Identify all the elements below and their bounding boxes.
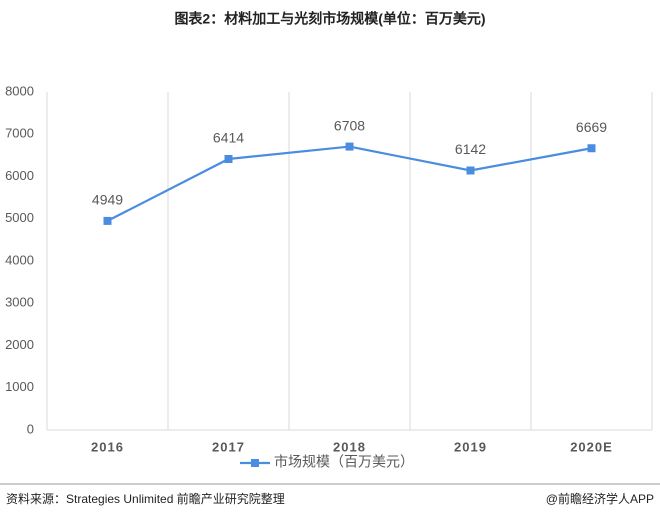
y-tick-label: 4000	[5, 252, 34, 267]
x-tick-label: 2020E	[570, 439, 613, 454]
data-label: 6414	[213, 130, 244, 146]
legend-marker	[251, 459, 259, 467]
y-tick-label: 3000	[5, 295, 34, 310]
legend-label: 市场规模（百万美元）	[274, 454, 414, 470]
y-tick-label: 6000	[5, 168, 34, 183]
y-tick-label: 1000	[5, 379, 34, 394]
data-label: 6708	[334, 117, 365, 133]
x-tick-label: 2019	[454, 439, 487, 454]
data-label: 4949	[92, 192, 123, 208]
marker	[345, 142, 354, 151]
y-tick-label: 7000	[5, 126, 34, 141]
credit: @前瞻经济学人APP	[546, 491, 654, 506]
marker	[587, 144, 596, 153]
x-tick-label: 2017	[212, 439, 245, 454]
marker	[466, 166, 475, 175]
x-tick-label: 2016	[91, 439, 124, 454]
y-tick-label: 8000	[5, 83, 34, 98]
x-tick-label: 2018	[333, 439, 366, 454]
y-tick-label: 2000	[5, 337, 34, 352]
chart-title: 图表2：材料加工与光刻市场规模(单位：百万美元)	[174, 11, 485, 27]
marker	[103, 216, 112, 225]
y-tick-label: 5000	[5, 210, 34, 225]
data-label: 6142	[455, 141, 486, 157]
marker	[224, 155, 233, 164]
data-label: 6669	[576, 119, 607, 135]
y-tick-label: 0	[27, 421, 34, 436]
line	[106, 145, 592, 222]
source: 资料来源：Strategies Unlimited 前瞻产业研究院整理	[6, 491, 285, 506]
